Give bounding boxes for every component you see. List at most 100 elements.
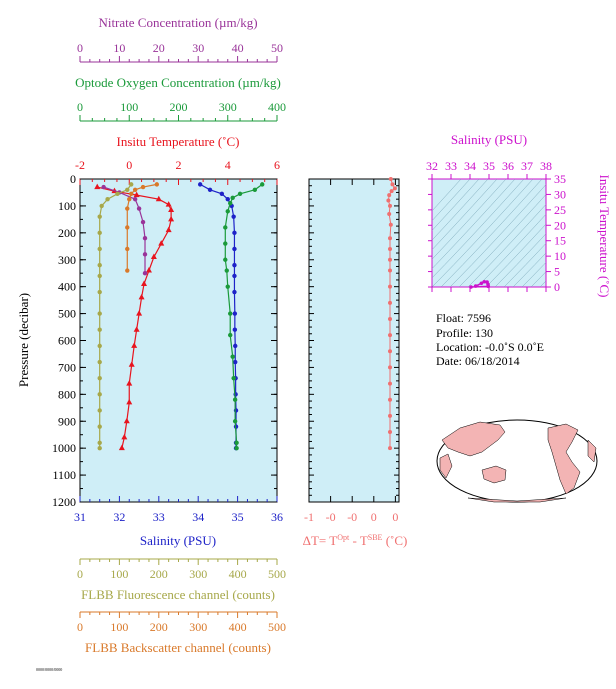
oxygen-point bbox=[260, 182, 265, 187]
backscatter-axis: 0 100 200 300 400 500 bbox=[77, 611, 286, 634]
fluorescence-point bbox=[97, 392, 102, 397]
oxygen-point bbox=[228, 332, 233, 338]
pressure-axis: 0 100 200 300 400 500 600 700 800 900 1000 1100 1200 bbox=[52, 172, 277, 509]
oxygen-point bbox=[223, 225, 228, 230]
map-land-australia bbox=[481, 465, 507, 484]
temperature-tick-label: 2 bbox=[176, 158, 182, 172]
salinity-point bbox=[197, 182, 203, 187]
fluorescence-point bbox=[97, 375, 102, 381]
nitrate-tick-label: 40 bbox=[232, 41, 244, 55]
ts-salinity-tick-label: 35 bbox=[483, 159, 495, 173]
salinity-point bbox=[232, 273, 237, 279]
nitrate-axis-title: Nitrate Concentration (µm/kg) bbox=[98, 15, 257, 30]
oxygen-point bbox=[225, 284, 230, 289]
ts-temperature-tick-label: 25 bbox=[554, 203, 566, 217]
oxygen-point bbox=[252, 187, 258, 192]
ts-salinity-tick-label: 32 bbox=[426, 159, 438, 173]
delta-t-series bbox=[386, 177, 397, 451]
oxygen-point bbox=[225, 209, 230, 214]
salinity-axis-title: Salinity (PSU) bbox=[140, 533, 216, 548]
ts-density-contours bbox=[432, 179, 546, 287]
fluorescence-point bbox=[97, 359, 102, 365]
map-land-europe bbox=[587, 439, 597, 463]
salinity-point bbox=[207, 187, 213, 192]
oxygen-point bbox=[234, 440, 239, 445]
delta-t-point bbox=[388, 349, 392, 354]
fluorescence-point bbox=[97, 440, 102, 445]
fluorescence-point bbox=[99, 203, 104, 209]
delta-t-tick-label: -0 bbox=[326, 510, 336, 524]
fluorescence-tick-label: 0 bbox=[77, 567, 83, 581]
ts-plot-area bbox=[431, 178, 547, 288]
temperature-point bbox=[150, 253, 157, 260]
oxygen-axis: 0 100 200 300 400 bbox=[77, 100, 286, 122]
delta-t-point bbox=[389, 189, 394, 194]
salinity-tick-label: 33 bbox=[153, 510, 165, 524]
backscatter-point bbox=[125, 206, 130, 211]
ts-temperature-tick-label: 0 bbox=[554, 280, 560, 294]
backscatter-point bbox=[154, 182, 160, 187]
delta-t-point bbox=[388, 203, 392, 208]
temperature-point bbox=[158, 240, 165, 246]
fluorescence-series bbox=[97, 182, 134, 451]
salinity-tick-label: 31 bbox=[74, 510, 86, 524]
ts-salinity-tick-label: 36 bbox=[502, 159, 514, 173]
temperature-axis-title: Insitu Temperature (˚C) bbox=[116, 134, 239, 149]
oxygen-point bbox=[230, 354, 235, 359]
delta-t-tick-label: 0 bbox=[371, 510, 377, 524]
ts-salinity-tick-label: 38 bbox=[540, 159, 552, 173]
salinity-point bbox=[233, 343, 238, 349]
pressure-axis-title: Pressure (decibar) bbox=[16, 293, 31, 387]
nitrate-point bbox=[142, 271, 148, 276]
delta-t-point bbox=[392, 186, 397, 191]
ts-salinity-tick-label: 34 bbox=[464, 159, 476, 173]
fluorescence-tick-label: 100 bbox=[110, 567, 128, 581]
fluorescence-tick-label: 300 bbox=[189, 567, 207, 581]
temperature-point bbox=[155, 195, 162, 202]
oxygen-point bbox=[223, 241, 228, 246]
salinity-point bbox=[232, 246, 237, 252]
temperature-point bbox=[145, 267, 152, 273]
nitrate-series bbox=[101, 184, 148, 276]
map-land-africa bbox=[439, 453, 453, 479]
delta-t-point bbox=[390, 182, 395, 187]
fluorescence-point bbox=[97, 273, 102, 279]
temperature-series bbox=[94, 183, 175, 451]
nitrate-point bbox=[101, 184, 106, 190]
ts-point bbox=[469, 285, 473, 289]
nitrate-point bbox=[132, 196, 138, 202]
delta-t-point bbox=[388, 177, 393, 181]
pressure-tick-label: 600 bbox=[58, 334, 76, 348]
nitrate-point bbox=[136, 206, 142, 211]
delta-t-point bbox=[386, 198, 391, 203]
temperature-point bbox=[118, 444, 125, 451]
ts-temperature-tick-label: 20 bbox=[554, 218, 566, 232]
temperature-point bbox=[133, 326, 140, 332]
pressure-tick-label: 1100 bbox=[52, 468, 76, 482]
fluorescence-point bbox=[115, 191, 120, 197]
salinity-tick-label: 32 bbox=[113, 510, 125, 524]
nitrate-tick-label: 10 bbox=[113, 41, 125, 55]
location-label: Location: -0.0˚S 0.0˚E bbox=[436, 340, 544, 354]
salinity-axis: 31 32 33 34 35 36 bbox=[74, 496, 283, 524]
nitrate-line bbox=[103, 186, 146, 274]
backscatter-tick-label: 400 bbox=[229, 620, 247, 634]
backscatter-tick-label: 300 bbox=[189, 620, 207, 634]
world-map bbox=[436, 419, 598, 503]
temperature-tick-label: 6 bbox=[274, 158, 280, 172]
salinity-tick-label: 34 bbox=[192, 510, 204, 524]
delta-t-point bbox=[388, 268, 392, 273]
ts-salinity-tick-label: 33 bbox=[445, 159, 457, 173]
delta-t-point bbox=[388, 257, 392, 262]
ts-temperature-tick-label: 30 bbox=[554, 187, 566, 201]
temperature-point bbox=[138, 293, 145, 300]
delta-t-point bbox=[388, 333, 392, 338]
temperature-point bbox=[136, 310, 143, 316]
oxygen-point bbox=[228, 311, 233, 316]
salinity-point bbox=[233, 408, 239, 413]
nitrate-tick-label: 30 bbox=[192, 41, 204, 55]
delta-t-point bbox=[388, 397, 392, 402]
delta-t-plot-area bbox=[308, 178, 400, 503]
